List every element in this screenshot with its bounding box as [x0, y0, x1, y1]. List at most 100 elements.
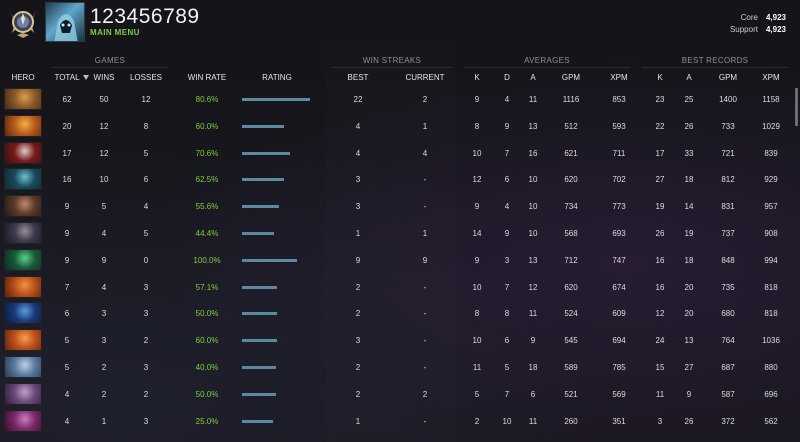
rating-bar [242, 339, 312, 343]
cell-win-rate: 60.0% [195, 336, 219, 346]
hero-portrait-icon[interactable] [4, 221, 42, 244]
cell-avg-a: 10 [528, 228, 538, 238]
group-averages: AVERAGES [524, 56, 570, 65]
rating-bar [242, 419, 312, 423]
table-row[interactable]: 9 4 5 44.4% 1 1 14 9 10 568 693 26 19 737 908 [0, 220, 800, 247]
cell-wins: 5 [101, 202, 107, 212]
cell-avg-d: 10 [502, 416, 512, 426]
col-rec-a[interactable]: A [686, 73, 692, 82]
cell-avg-xpm: 711 [612, 148, 626, 158]
cell-rec-a: 18 [684, 175, 694, 185]
cell-avg-k: 9 [474, 255, 480, 265]
cell-avg-k: 11 [472, 362, 482, 372]
cell-avg-d: 9 [504, 228, 510, 238]
cell-losses: 3 [143, 282, 149, 292]
hero-portrait-icon[interactable] [4, 302, 42, 325]
group-best-records-divider [642, 67, 788, 68]
hero-portrait-icon[interactable] [4, 141, 42, 164]
table-row[interactable]: 5 3 2 60.0% 3 - 10 6 9 545 694 24 13 764 1036 [0, 327, 800, 354]
cell-avg-xpm: 351 [612, 416, 626, 426]
cell-total: 20 [62, 121, 72, 131]
rating-bar [242, 124, 312, 128]
rating-bar [242, 392, 312, 396]
col-total[interactable]: TOTAL [54, 73, 80, 82]
cell-avg-a: 16 [528, 148, 538, 158]
hero-portrait-icon[interactable] [4, 275, 42, 298]
cell-current-streak: - [423, 202, 427, 212]
table-row[interactable]: 9 9 0 100.0% 9 9 9 3 13 712 747 16 18 848 994 [0, 247, 800, 274]
hero-portrait-icon[interactable] [4, 114, 42, 137]
col-avg-d[interactable]: D [504, 73, 510, 82]
cell-avg-a: 18 [528, 362, 538, 372]
hero-portrait-icon[interactable] [4, 329, 42, 352]
col-avg-gpm[interactable]: GPM [561, 73, 581, 82]
cell-rec-xpm: 880 [764, 362, 778, 372]
cell-avg-xpm: 853 [612, 95, 626, 104]
cell-avg-d: 4 [504, 95, 510, 104]
table-row[interactable]: 4 2 2 50.0% 2 2 5 7 6 521 569 11 9 587 696 [0, 381, 800, 408]
hero-portrait-icon[interactable] [4, 88, 42, 110]
cell-rec-xpm: 696 [764, 389, 778, 399]
col-avg-a[interactable]: A [530, 73, 536, 82]
rating-bar-fill [242, 231, 274, 235]
cell-losses: 6 [143, 175, 149, 185]
cell-avg-k: 9 [474, 202, 480, 212]
main-menu-link[interactable]: MAIN MENU [90, 28, 140, 37]
cell-rec-gpm: 737 [721, 228, 735, 238]
col-rec-k[interactable]: K [657, 73, 663, 82]
cell-total: 4 [64, 389, 70, 399]
col-current-streak[interactable]: CURRENT [405, 73, 445, 82]
col-avg-k[interactable]: K [474, 73, 480, 82]
cell-losses: 4 [143, 202, 149, 212]
cell-total: 9 [64, 255, 70, 265]
cell-avg-d: 6 [504, 175, 510, 185]
table-row[interactable]: 16 10 6 62.5% 3 - 12 6 10 620 702 27 18 812 929 [0, 166, 800, 193]
table-row[interactable]: 62 50 12 80.6% 22 2 9 4 11 1116 853 23 25 1400 1158 [0, 86, 800, 113]
cell-avg-k: 8 [474, 121, 480, 131]
col-rec-gpm[interactable]: GPM [718, 73, 738, 82]
cell-total: 17 [62, 148, 72, 158]
cell-win-rate: 44.4% [195, 228, 219, 238]
hero-portrait-icon[interactable] [4, 168, 42, 191]
cell-avg-d: 6 [504, 336, 510, 346]
cell-losses: 0 [143, 255, 149, 265]
table-row[interactable]: 20 12 8 60.0% 4 1 8 9 13 512 593 22 26 733 1029 [0, 113, 800, 140]
col-avg-xpm[interactable]: XPM [610, 73, 628, 82]
cell-avg-xpm: 773 [612, 202, 626, 212]
col-best-streak[interactable]: BEST [347, 73, 369, 82]
cell-rec-a: 20 [684, 282, 694, 292]
table-row[interactable]: 4 1 3 25.0% 1 - 2 10 11 260 351 3 26 372 562 [0, 408, 800, 435]
col-losses[interactable]: LOSSES [129, 73, 162, 82]
cell-win-rate: 100.0% [193, 255, 221, 265]
hero-portrait-icon[interactable] [4, 409, 42, 432]
cell-avg-a: 12 [528, 282, 538, 292]
table-row[interactable]: 17 12 5 70.6% 4 4 10 7 16 621 711 17 33 721 839 [0, 140, 800, 167]
col-win-rate[interactable]: WIN RATE [187, 73, 227, 82]
table-row[interactable]: 5 2 3 40.0% 2 - 11 5 18 589 785 15 27 687 880 [0, 354, 800, 381]
hero-portrait-icon[interactable] [4, 248, 42, 271]
cell-rec-xpm: 1029 [762, 121, 780, 131]
col-wins[interactable]: WINS [93, 73, 115, 82]
cell-losses: 2 [143, 336, 149, 346]
cell-avg-a: 10 [528, 202, 538, 212]
table-row[interactable]: 7 4 3 57.1% 2 - 10 7 12 620 674 16 20 735 818 [0, 274, 800, 301]
col-hero[interactable]: HERO [11, 73, 35, 82]
cell-wins: 12 [99, 148, 109, 158]
cell-wins: 2 [101, 389, 107, 399]
cell-total: 5 [64, 336, 70, 346]
cell-rec-xpm: 957 [764, 202, 778, 212]
table-row[interactable]: 9 5 4 55.6% 3 - 9 4 10 734 773 19 14 831 957 [0, 193, 800, 220]
cell-avg-xpm: 569 [612, 389, 626, 399]
col-rec-xpm[interactable]: XPM [762, 73, 780, 82]
hero-portrait-icon[interactable] [4, 382, 42, 405]
scrollbar-thumb[interactable] [795, 88, 798, 126]
avatar[interactable] [45, 2, 85, 42]
cell-rec-gpm: 1400 [719, 95, 737, 104]
table-row[interactable]: 6 3 3 50.0% 2 - 8 8 11 524 609 12 20 680 818 [0, 300, 800, 327]
hero-portrait-icon[interactable] [4, 195, 42, 218]
hero-portrait-icon[interactable] [4, 355, 42, 378]
cell-rec-a: 26 [684, 416, 694, 426]
col-rating[interactable]: RATING [262, 73, 292, 82]
cell-wins: 10 [99, 175, 109, 185]
profile-header: 123456789 MAIN MENU Core 4,923 Support 4… [0, 0, 800, 46]
